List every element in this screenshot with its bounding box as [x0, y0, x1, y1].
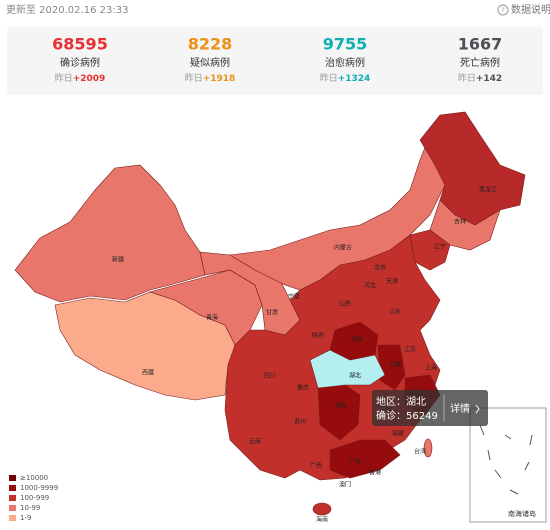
province-label: 吉林	[454, 218, 466, 226]
tooltip-details[interactable]: 详情	[450, 402, 470, 415]
stat-delta-prefix: 昨日	[185, 72, 203, 84]
province-label: 黑龙江	[479, 186, 497, 194]
province-label: 辽宁	[434, 243, 446, 251]
province-label: 贵州	[294, 418, 306, 426]
legend-label: ≥10000	[20, 474, 48, 482]
updated-time: 更新至 2020.02.16 23:33	[6, 3, 128, 16]
legend-label: 10-99	[20, 504, 40, 512]
help-icon-mark: ?	[501, 7, 505, 15]
stat-delta-value: +2009	[73, 74, 106, 84]
help-link[interactable]: 数据说明	[511, 3, 550, 16]
inset-islands	[479, 424, 533, 495]
province-label: 上海	[425, 364, 437, 372]
stat-delta: 昨日+1918	[185, 72, 236, 84]
province-label: 湖北	[349, 372, 361, 380]
stat-delta-prefix: 昨日	[55, 72, 73, 84]
province-label: 台湾	[414, 448, 426, 456]
legend-label: 1-9	[20, 514, 31, 522]
province-label: 天津	[386, 279, 398, 286]
province-label: 广东	[349, 458, 361, 466]
province-label: 四川	[264, 373, 276, 380]
province-label: 海南	[316, 516, 328, 524]
province-label: 河北	[364, 282, 376, 290]
province-xinjiang	[14, 164, 206, 303]
province-taiwan	[423, 438, 433, 458]
legend-swatch	[9, 505, 16, 511]
stat-delta: 昨日+1324	[320, 72, 371, 84]
province-label: 河南	[351, 336, 363, 344]
province-qinghai	[148, 269, 263, 346]
stat-label: 死亡病例	[460, 56, 500, 69]
legend-label: 1000-9999	[20, 484, 58, 492]
legend-swatch	[9, 515, 16, 521]
stat-delta-value: +1324	[338, 74, 371, 84]
tooltip[interactable]: 地区：湖北 确诊：56249 详情	[372, 390, 488, 426]
legend-swatch	[9, 475, 16, 481]
province-label: 云南	[249, 438, 261, 446]
tooltip-box	[372, 390, 488, 426]
province-label: 北京	[374, 264, 386, 272]
province-label: 澳门	[339, 481, 351, 489]
stat-label: 确诊病例	[60, 56, 100, 69]
stat-value: 1667	[458, 35, 503, 54]
province-label: 宁夏	[288, 293, 300, 301]
province-guangdong	[329, 439, 401, 479]
stat-label: 治愈病例	[325, 56, 365, 69]
inset-label: 南海诸岛	[508, 509, 536, 518]
stat-delta-prefix: 昨日	[458, 72, 476, 84]
province-hubei[interactable]	[309, 349, 386, 389]
province-label: 新疆	[112, 256, 124, 264]
stat-delta-value: +142	[476, 74, 502, 84]
province-tibet	[54, 291, 236, 401]
tooltip-region: 地区：湖北	[376, 395, 426, 408]
province-label: 陕西	[312, 332, 324, 340]
stat-delta-prefix: 昨日	[320, 72, 338, 84]
province-label: 湖南	[335, 402, 347, 410]
stat-value: 9755	[323, 35, 368, 54]
province-label: 西藏	[142, 369, 154, 377]
stat-delta-value: +1918	[203, 74, 236, 84]
province-label: 江苏	[404, 346, 416, 354]
stat-delta: 昨日+142	[458, 72, 502, 84]
inset-frame	[469, 407, 547, 523]
province-label: 甘肃	[266, 309, 278, 317]
province-label: 广西	[310, 462, 322, 470]
province-label: 山西	[339, 300, 351, 308]
stat-value: 8228	[188, 35, 233, 54]
province-liaoning	[409, 229, 451, 271]
stat-label: 疑似病例	[190, 56, 230, 69]
stats-panel	[7, 27, 543, 95]
province-label: 青海	[206, 314, 218, 322]
province-label: 山东	[389, 308, 401, 316]
legend-swatch	[9, 495, 16, 501]
province-label: 重庆	[297, 384, 309, 392]
stat-delta: 昨日+2009	[55, 72, 106, 84]
province-label: 香港	[369, 469, 381, 477]
stat-value: 68595	[52, 35, 108, 54]
legend-label: 100-999	[20, 494, 49, 502]
province-heilongjiang	[419, 111, 526, 226]
province-label: 福建	[392, 430, 404, 438]
help-icon[interactable]	[497, 4, 509, 16]
legend-swatch	[9, 485, 16, 491]
province-label: 安徽	[389, 361, 401, 369]
province-hainan	[312, 502, 332, 516]
tooltip-arrow	[475, 404, 480, 414]
tooltip-confirmed: 确诊：56249	[376, 409, 438, 422]
province-label: 内蒙古	[334, 244, 352, 252]
